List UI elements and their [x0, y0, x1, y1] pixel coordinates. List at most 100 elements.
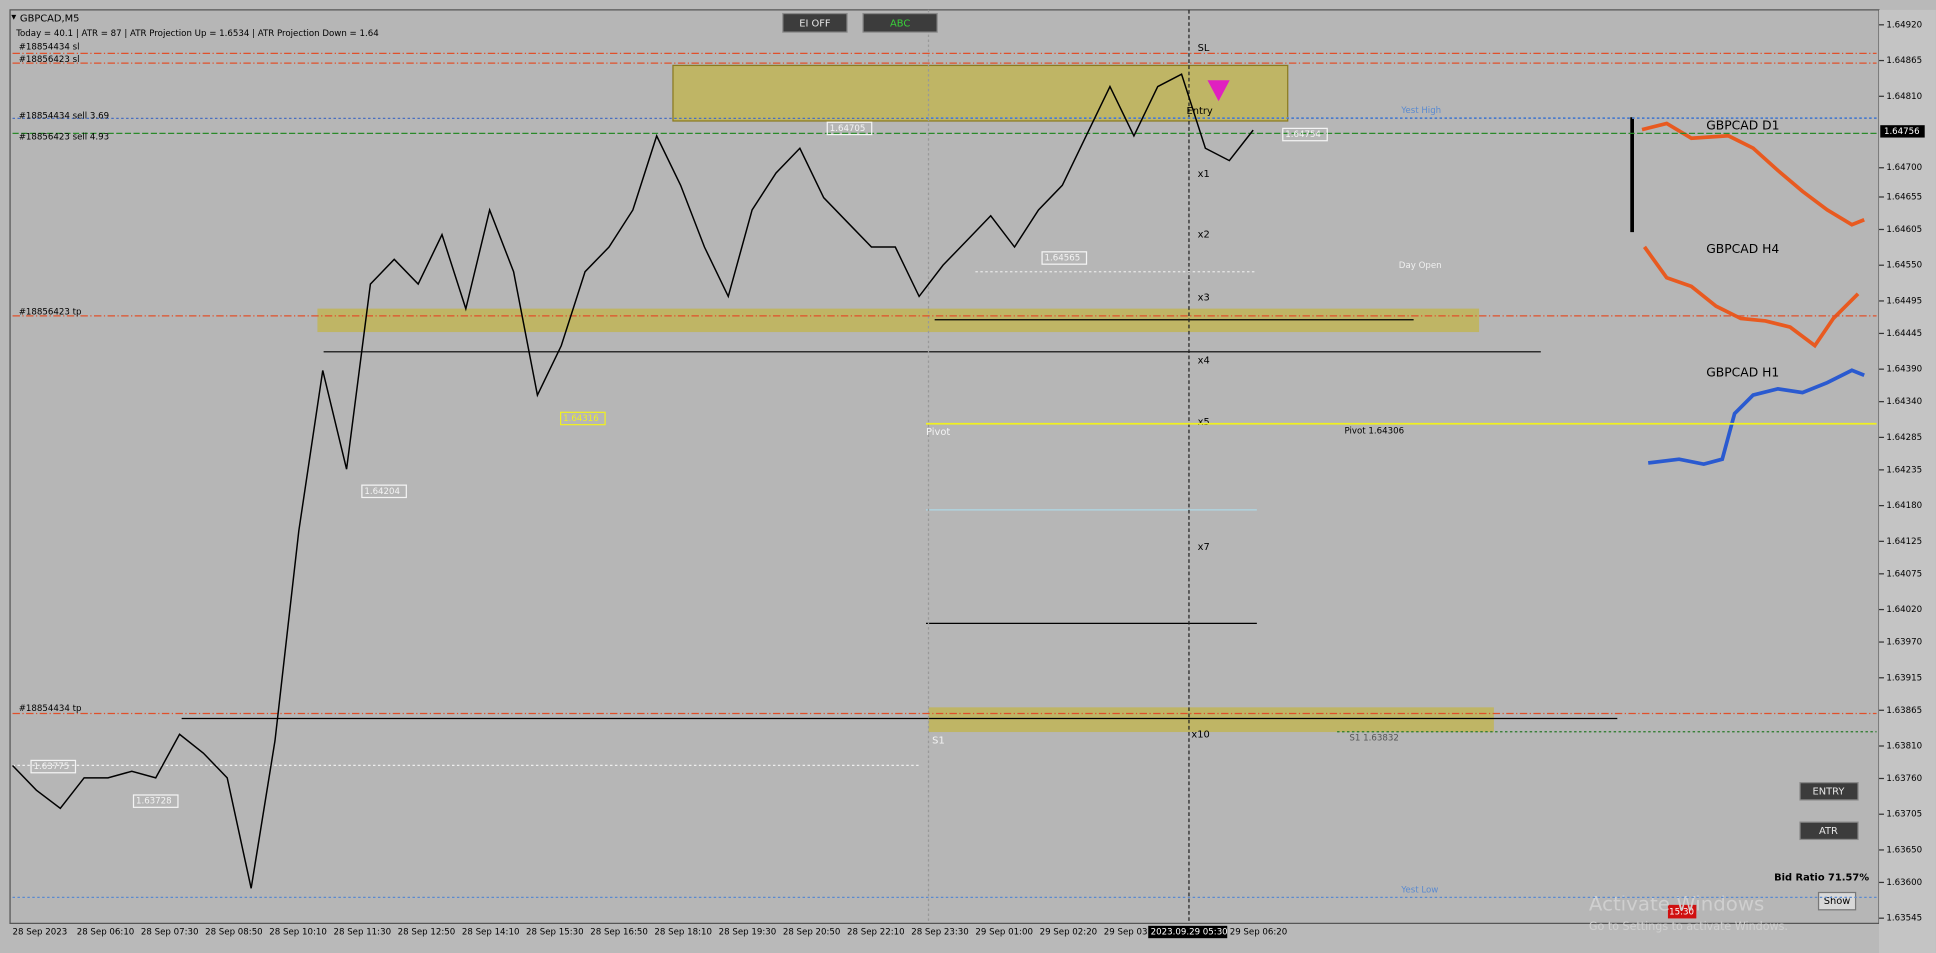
ei-button[interactable]: EI OFF — [782, 12, 848, 33]
x-tick-label: 28 Sep 10:10 — [269, 928, 327, 938]
x-tick-label: 29 Sep 03:4 — [1104, 928, 1156, 938]
y-tick-label: 1.64340 — [1886, 397, 1922, 407]
y-tick-label: 1.64920 — [1886, 20, 1922, 30]
x-tick-label: 28 Sep 15:30 — [526, 928, 584, 938]
level-label: #18854434 tp — [19, 704, 82, 714]
y-tick-label: 1.64390 — [1886, 365, 1922, 375]
mini-title: GBPCAD D1 — [1706, 118, 1779, 132]
pivot-label: Pivot — [926, 427, 950, 438]
level-label: #18854434 sl — [19, 43, 80, 53]
price-axis — [1879, 9, 1936, 953]
price-label-box — [1041, 251, 1088, 265]
y-tick-label: 1.64865 — [1886, 56, 1922, 66]
button-bg[interactable] — [1799, 821, 1859, 841]
y-tick-label: 1.64605 — [1886, 225, 1922, 235]
y-tick-label: 1.64235 — [1886, 465, 1922, 475]
y-tick-label: 1.64655 — [1886, 192, 1922, 202]
button-label[interactable]: ABC — [890, 18, 910, 29]
atr-info: Today = 40.1 | ATR = 87 | ATR Projection… — [15, 29, 378, 39]
level-label: S1 1.63832 — [1349, 733, 1398, 743]
y-tick-label: 1.63545 — [1886, 914, 1922, 924]
watermark-title: Activate Windows — [1589, 892, 1764, 915]
y-tick-label: 1.64810 — [1886, 92, 1922, 102]
y-tick-label: 1.64180 — [1886, 501, 1922, 511]
current-price-bg — [1880, 125, 1925, 138]
sell-arrow — [1207, 80, 1230, 102]
button-label[interactable]: ATR — [1819, 826, 1838, 837]
y-tick-label: 1.63915 — [1886, 673, 1922, 683]
cursor-time: 2023.09.29 05:30 — [1151, 928, 1228, 938]
y-tick-label: 1.63760 — [1886, 774, 1922, 784]
x-marker: x4 — [1198, 355, 1210, 366]
y-tick-label: 1.63600 — [1886, 878, 1922, 888]
plot-area — [9, 9, 1880, 924]
zone — [928, 707, 1494, 733]
y-tick-label: 1.64285 — [1886, 433, 1922, 443]
mini-chart — [1641, 121, 1865, 227]
price-label-box — [132, 794, 179, 808]
button-bg[interactable] — [782, 12, 848, 33]
y-tick-label: 1.64700 — [1886, 163, 1922, 173]
clock-bg — [1667, 904, 1697, 919]
x-tick-label: 28 Sep 2023 — [13, 928, 68, 938]
level-label: #18856423 sl — [19, 55, 80, 65]
zone — [672, 64, 1289, 122]
x-marker: x7 — [1198, 542, 1210, 553]
y-tick-label: 1.63705 — [1886, 810, 1922, 820]
y-tick-label: 1.63810 — [1886, 742, 1922, 752]
price-label-box — [30, 759, 77, 774]
y-tick-label: 1.63865 — [1886, 706, 1922, 716]
button-bg[interactable] — [862, 12, 938, 33]
x-tick-label: 28 Sep 22:10 — [847, 928, 905, 938]
x-marker: x5 — [1198, 417, 1210, 428]
s1-label: S1 — [932, 736, 945, 747]
mini-title: GBPCAD H1 — [1706, 365, 1779, 379]
y-tick-label: 1.64495 — [1886, 296, 1922, 306]
x-marker: x10 — [1191, 730, 1209, 741]
y-tick-label: 1.64445 — [1886, 329, 1922, 339]
atr-button[interactable]: ATR — [1799, 821, 1859, 841]
x-tick-label: 28 Sep 23:30 — [911, 928, 969, 938]
watermark-text: Go to Settings to activate Windows. — [1589, 920, 1788, 933]
price-label: 1.63728 — [136, 797, 172, 807]
button-label[interactable]: ENTRY — [1812, 786, 1845, 797]
show-button[interactable]: Show — [1817, 891, 1857, 911]
y-tick-label: 1.64125 — [1886, 537, 1922, 547]
sl-marker: SL — [1198, 43, 1210, 54]
y-tick-label: 1.64020 — [1886, 605, 1922, 615]
x-marker: x2 — [1198, 230, 1210, 241]
y-tick-label: 1.63970 — [1886, 638, 1922, 648]
price-label-box — [826, 121, 873, 136]
price-label-box — [361, 484, 407, 499]
x-tick-label: 29 Sep 01:00 — [975, 928, 1033, 938]
button-bg[interactable] — [1799, 782, 1859, 801]
y-tick-label: 1.64075 — [1886, 569, 1922, 579]
x-marker: x3 — [1198, 293, 1210, 304]
price-label: 1.64705 — [830, 124, 866, 134]
y-tick-label: 1.63650 — [1886, 845, 1922, 855]
price-label-box — [560, 411, 606, 426]
price-label: 1.64754 — [1285, 130, 1321, 140]
bid-ratio: Bid Ratio 71.57% — [1774, 873, 1869, 884]
y-tick-label: 1.64550 — [1886, 261, 1922, 271]
level-label: #18856423 tp — [19, 308, 82, 318]
cursor-time-bg — [1148, 925, 1228, 939]
abc-button[interactable]: ABC — [862, 12, 938, 33]
x-tick-label: 28 Sep 19:30 — [719, 928, 777, 938]
x-tick-label: 29 Sep 06:20 — [1230, 928, 1288, 938]
price-line — [11, 73, 1254, 889]
x-marker: x1 — [1198, 169, 1210, 180]
level-label: Day Open — [1399, 261, 1442, 271]
price-label: 1.63775 — [34, 762, 70, 772]
x-tick-label: 28 Sep 12:50 — [398, 928, 456, 938]
button-label[interactable]: EI OFF — [799, 18, 831, 29]
entry-button[interactable]: ENTRY — [1799, 782, 1859, 801]
level-label: Yest High — [1400, 106, 1441, 116]
entry-marker: Entry — [1186, 106, 1212, 117]
level-label: Yest Low — [1400, 885, 1438, 895]
price-label: 1.64204 — [364, 487, 400, 497]
mini-title: GBPCAD H4 — [1706, 242, 1779, 256]
clock: 15:30 — [1669, 908, 1694, 918]
button-label[interactable]: Show — [1824, 896, 1851, 907]
